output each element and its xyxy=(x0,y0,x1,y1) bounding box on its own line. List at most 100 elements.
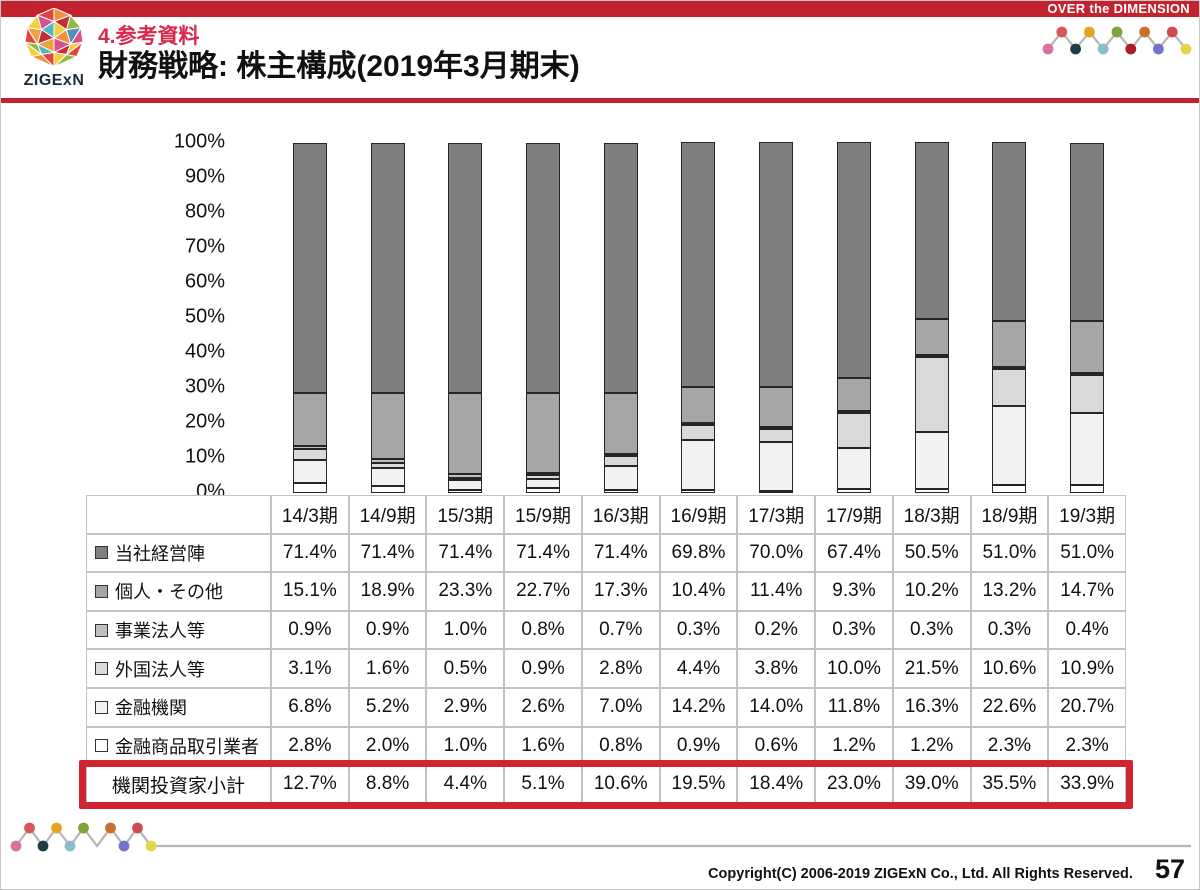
table-header-cell: 18/3期 xyxy=(892,495,971,534)
table-value-cell: 10.0% xyxy=(815,649,893,688)
bar-segment-当社経営陣 xyxy=(1070,142,1105,322)
stacked-bar xyxy=(448,142,483,494)
page-title: 財務戦略: 株主構成(2019年3月期末) xyxy=(98,50,580,84)
table-value-cell: 50.5% xyxy=(892,533,971,573)
stacked-bar xyxy=(992,142,1027,494)
table-value-cell: 1.6% xyxy=(504,726,582,766)
table-value-cell: 3.8% xyxy=(737,649,816,688)
bar-segment-個人・その他 xyxy=(1070,321,1105,373)
table-value-cell: 1.2% xyxy=(815,726,893,766)
bar-segment-金融機関 xyxy=(370,468,405,487)
table-value-cell: 2.8% xyxy=(271,726,349,766)
summary-value-cell: 18.4% xyxy=(737,765,816,804)
table-header-cell: 14/3期 xyxy=(271,495,349,534)
bar-segment-金融商品取引業者 xyxy=(448,489,483,494)
table-value-cell: 0.7% xyxy=(581,610,660,650)
bar-segment-外国法人等 xyxy=(914,356,949,433)
legend-swatch xyxy=(95,584,108,598)
bar-column-17/3期 xyxy=(737,142,815,494)
table-row-label: 個人・その他 xyxy=(86,572,271,611)
bar-segment-金融商品取引業者 xyxy=(1070,485,1105,494)
bar-segment-当社経営陣 xyxy=(914,142,949,320)
table-value-cell: 0.4% xyxy=(1048,610,1126,650)
table-value-cell: 14.7% xyxy=(1048,572,1126,611)
bar-segment-外国法人等 xyxy=(759,428,794,443)
bar-segment-事業法人等 xyxy=(370,459,405,463)
table-value-cell: 71.4% xyxy=(504,533,582,573)
bar-segment-金融機関 xyxy=(681,440,716,491)
bar-segment-個人・その他 xyxy=(603,393,638,454)
header: 4.参考資料 財務戦略: 株主構成(2019年3月期末) xyxy=(98,25,580,85)
table-value-cell: 15.1% xyxy=(271,572,349,611)
bar-segment-金融機関 xyxy=(992,406,1027,486)
legend-swatch xyxy=(95,546,108,560)
bar-column-14/3期 xyxy=(271,142,349,494)
table-value-cell: 11.4% xyxy=(737,572,816,611)
table-value-cell: 10.4% xyxy=(659,572,738,611)
table-value-cell: 67.4% xyxy=(815,533,893,573)
table-value-cell: 14.2% xyxy=(659,687,738,727)
stacked-bar xyxy=(914,142,949,494)
legend-swatch xyxy=(95,700,108,714)
table-value-cell: 2.6% xyxy=(504,687,582,727)
y-tick-label: 60% xyxy=(184,270,225,293)
table-value-cell: 0.3% xyxy=(892,610,971,650)
bar-segment-金融機関 xyxy=(759,442,794,492)
table-value-cell: 2.9% xyxy=(426,687,505,727)
table-header-cell: 17/9期 xyxy=(815,495,893,534)
table-value-cell: 0.2% xyxy=(737,610,816,650)
bar-segment-金融商品取引業者 xyxy=(370,486,405,494)
y-tick-label: 100% xyxy=(173,130,225,153)
bar-segment-個人・その他 xyxy=(681,386,716,424)
table-value-cell: 0.3% xyxy=(970,610,1049,650)
table-row-label: 金融機関 xyxy=(86,687,271,727)
bar-segment-事業法人等 xyxy=(1070,372,1105,375)
bar-segment-事業法人等 xyxy=(526,472,561,476)
series-name: 当社経営陣 xyxy=(115,543,205,564)
bar-segment-個人・その他 xyxy=(759,387,794,427)
bar-column-19/3期 xyxy=(1048,142,1126,494)
table-value-cell: 10.6% xyxy=(970,649,1049,688)
table-value-cell: 9.3% xyxy=(815,572,893,611)
stacked-bar xyxy=(603,143,638,494)
bar-segment-金融機関 xyxy=(914,432,949,490)
table-header-cell: 17/3期 xyxy=(737,495,816,534)
bar-segment-金融商品取引業者 xyxy=(992,485,1027,494)
table-value-cell: 18.9% xyxy=(348,572,427,611)
table-value-cell: 51.0% xyxy=(970,533,1049,573)
table-value-cell: 69.8% xyxy=(659,533,738,573)
table-header-cell: 16/3期 xyxy=(581,495,660,534)
bar-segment-金融商品取引業者 xyxy=(603,490,638,494)
summary-row-label: 機関投資家小計 xyxy=(86,765,271,804)
bar-segment-当社経営陣 xyxy=(603,143,638,394)
top-red-strip: OVER the DIMENSION xyxy=(1,1,1199,17)
table-value-cell: 0.8% xyxy=(504,610,582,650)
table-value-cell: 2.3% xyxy=(1048,726,1126,766)
bar-segment-外国法人等 xyxy=(370,462,405,469)
bar-segment-当社経営陣 xyxy=(526,143,561,394)
table-row-label: 当社経営陣 xyxy=(86,533,271,573)
bar-segment-当社経営陣 xyxy=(681,142,716,387)
stacked-bar-chart: 100% 90% 80% 70% 60% 50% 40% 30% 20% 10% 0% xyxy=(86,131,1126,503)
table-value-cell: 22.7% xyxy=(504,572,582,611)
bar-column-16/9期 xyxy=(660,142,738,494)
table-value-cell: 7.0% xyxy=(581,687,660,727)
bar-segment-事業法人等 xyxy=(836,410,871,413)
page-number: 57 xyxy=(1154,854,1185,884)
bar-segment-当社経営陣 xyxy=(448,142,483,393)
y-tick-label: 20% xyxy=(184,410,225,433)
bar-segment-外国法人等 xyxy=(292,448,327,460)
table-header-cell: 19/3期 xyxy=(1048,495,1126,534)
table-value-cell: 11.8% xyxy=(815,687,893,727)
bar-segment-金融機関 xyxy=(448,479,483,490)
table-value-cell: 2.8% xyxy=(581,649,660,688)
bar-column-14/9期 xyxy=(349,142,427,494)
table-header-cell: 15/3期 xyxy=(426,495,505,534)
series-name: 外国法人等 xyxy=(115,659,205,680)
summary-value-cell: 35.5% xyxy=(970,765,1049,804)
bar-segment-事業法人等 xyxy=(992,367,1027,370)
bar-segment-個人・その他 xyxy=(370,393,405,460)
bar-segment-金融機関 xyxy=(836,447,871,490)
table-value-cell: 10.2% xyxy=(892,572,971,611)
bar-segment-外国法人等 xyxy=(836,412,871,448)
